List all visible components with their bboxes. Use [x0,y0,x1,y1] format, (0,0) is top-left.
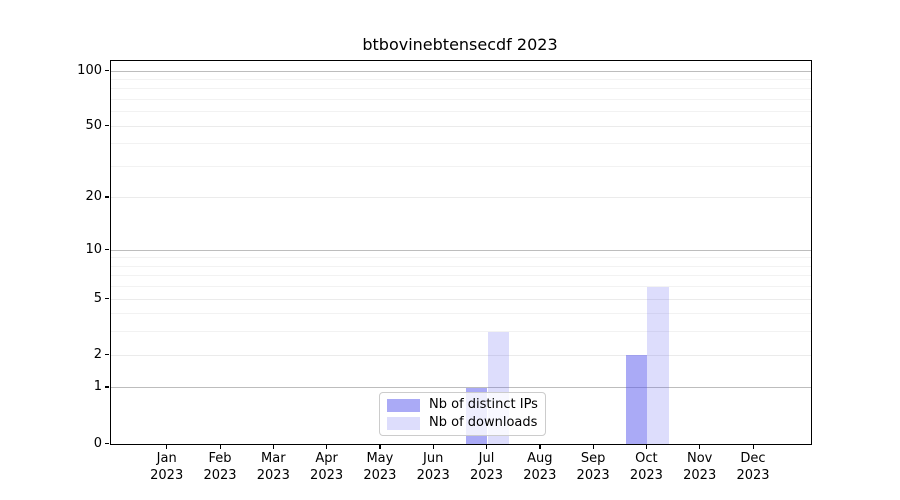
x-tick-mark [645,444,648,450]
x-tick-mark [379,444,381,450]
grid-line-y-50 [111,125,811,127]
y-tick-label-20: 20 [85,189,102,205]
grid-line-y-5 [111,298,811,300]
legend-label-downloads: Nb of downloads [429,415,538,430]
y-tick-mark [105,353,109,356]
y-tick-mark [105,69,109,71]
y-tick-mark [105,124,109,127]
legend-swatch-downloads [387,416,420,430]
grid-line-y-80 [111,88,811,90]
x-tick-label-sep: Sep 2023 [576,451,610,483]
x-tick-label-dec: Dec 2023 [736,451,770,483]
y-tick-label-1: 1 [93,379,102,395]
x-tick-mark [166,444,168,450]
legend: Nb of distinct IPs Nb of downloads [379,392,546,436]
y-tick-label-100: 100 [77,62,102,78]
x-tick-mark [539,444,541,450]
grid-line-y-6 [111,286,811,288]
grid-line-y-7 [111,275,811,277]
grid-line-y-100 [111,70,811,72]
y-tick-label-5: 5 [93,290,102,306]
grid-line-y-70 [111,99,811,101]
y-tick-mark [105,442,109,444]
x-tick-mark [432,444,434,450]
x-tick-label-aug: Aug 2023 [523,451,557,483]
x-tick-label-jun: Jun 2023 [416,451,450,483]
y-tick-mark [105,248,109,251]
legend-entry-downloads: Nb of downloads [387,415,538,430]
x-tick-mark [699,444,701,450]
x-tick-label-apr: Apr 2023 [310,451,344,483]
x-tick-label-jan: Jan 2023 [150,451,184,483]
legend-entry-distinct-ips: Nb of distinct IPs [387,397,538,412]
grid-line-y-2 [111,354,811,356]
grid-line-y-30 [111,166,811,167]
chart-title: btbovinebtensecdf 2023 [362,35,558,54]
y-tick-mark [105,297,109,299]
x-tick-mark [326,444,328,450]
x-tick-label-feb: Feb 2023 [203,451,237,483]
grid-line-y-3 [111,331,811,333]
y-tick-mark [105,386,109,388]
grid-line-y-9 [111,257,811,259]
grid-line-y-4 [111,313,811,315]
x-tick-label-jul: Jul 2023 [469,451,504,483]
x-tick-mark [486,444,488,450]
grid-line-y-10 [111,249,811,251]
x-tick-mark [752,444,754,450]
grid-line-y-90 [111,78,811,80]
x-tick-label-nov: Nov 2023 [683,451,717,483]
x-tick-label-oct: Oct 2023 [629,451,663,483]
grid-line-y-1 [111,387,811,389]
bar-oct-downloads [647,286,669,444]
legend-swatch-distinct-ips [387,398,420,412]
legend-label-distinct-ips: Nb of distinct IPs [429,397,538,412]
plot-area [110,60,812,445]
x-tick-mark [219,444,221,450]
x-tick-mark [592,444,594,450]
bar-oct-distinct-ips [626,355,648,444]
y-tick-label-2: 2 [93,346,102,362]
y-tick-label-50: 50 [85,117,102,133]
grid-line-y-40 [111,143,811,145]
grid-line-y-8 [111,265,811,267]
grid-line-y-60 [111,111,811,113]
x-tick-label-may: May 2023 [363,451,397,483]
x-tick-mark [272,444,275,450]
grid-line-y-20 [111,197,811,199]
x-tick-label-mar: Mar 2023 [256,451,290,483]
y-tick-mark [105,196,109,198]
y-tick-label-0: 0 [93,435,102,451]
y-tick-label-10: 10 [85,241,102,257]
